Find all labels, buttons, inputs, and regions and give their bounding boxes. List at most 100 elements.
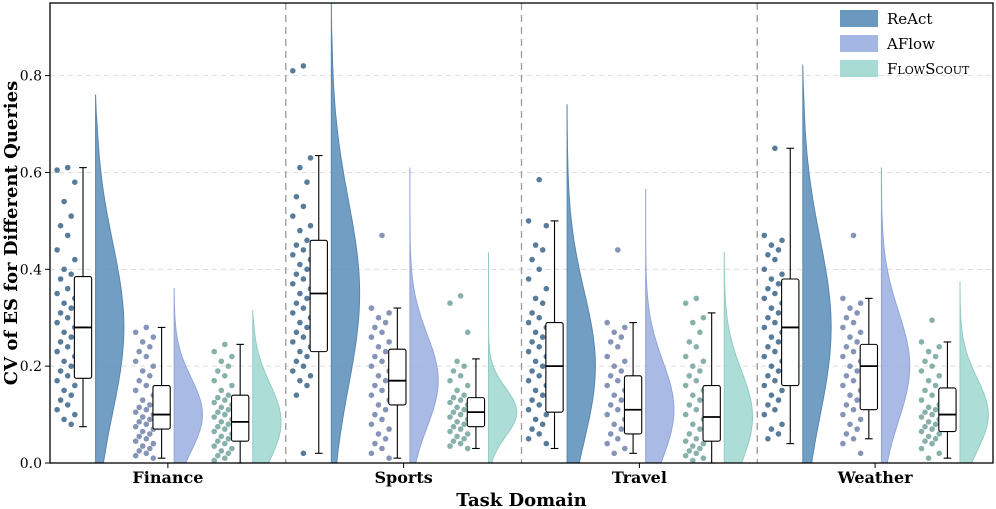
data-point xyxy=(225,450,232,457)
box xyxy=(781,278,800,387)
data-point xyxy=(464,329,471,336)
data-point xyxy=(857,329,864,336)
box xyxy=(309,239,328,353)
data-point xyxy=(64,373,71,379)
data-point xyxy=(454,358,460,365)
data-point xyxy=(765,344,771,350)
data-point xyxy=(765,285,771,292)
data-point xyxy=(922,423,928,430)
legend: ReAct AFlow FLOWSCOUT xyxy=(840,10,970,78)
data-point xyxy=(304,324,310,331)
data-point xyxy=(464,382,471,389)
data-point xyxy=(218,448,225,454)
data-point xyxy=(61,329,67,336)
axis-layer: 0.0 0.2 0.4 0.6 0.8 Finance Sports Travel Weathe… xyxy=(20,69,913,487)
data-point xyxy=(307,373,314,379)
data-point xyxy=(529,256,535,263)
data-point xyxy=(622,358,628,365)
data-point xyxy=(700,358,707,365)
data-point xyxy=(768,426,775,432)
data-point xyxy=(922,358,928,365)
data-point xyxy=(139,397,146,403)
legend-label: FLOWSCOUT xyxy=(887,60,970,78)
box xyxy=(938,387,957,433)
data-point xyxy=(932,421,939,428)
data-point xyxy=(457,373,464,379)
legend-swatch xyxy=(840,35,878,52)
data-point xyxy=(136,377,142,384)
box xyxy=(230,394,250,442)
data-point xyxy=(700,455,707,462)
domain-separators xyxy=(285,3,758,463)
data-point xyxy=(222,411,228,418)
data-point xyxy=(840,324,846,331)
data-point xyxy=(615,247,621,253)
data-point xyxy=(761,324,768,331)
data-point xyxy=(779,237,785,244)
data-point xyxy=(54,167,60,173)
data-point xyxy=(532,295,539,302)
data-point xyxy=(857,300,864,307)
data-point xyxy=(225,436,232,442)
data-point xyxy=(686,431,693,437)
legend-label: ReAct xyxy=(887,10,932,28)
data-point xyxy=(132,423,139,430)
data-point xyxy=(772,377,778,384)
data-point xyxy=(293,392,300,399)
data-point xyxy=(847,421,853,428)
data-point xyxy=(57,276,64,282)
data-point xyxy=(297,348,303,355)
data-point xyxy=(772,145,778,152)
data-point xyxy=(618,426,625,432)
data-point xyxy=(139,368,146,374)
data-point xyxy=(611,329,617,336)
data-point xyxy=(615,406,621,413)
data-point xyxy=(64,314,71,321)
data-point xyxy=(229,353,235,360)
data-point xyxy=(686,448,693,454)
data-point xyxy=(375,431,382,437)
box xyxy=(152,384,171,430)
data-point xyxy=(61,266,67,273)
data-point xyxy=(775,281,782,287)
data-point xyxy=(375,402,382,408)
data-point xyxy=(132,358,139,365)
data-point xyxy=(929,392,935,399)
data-point xyxy=(615,436,621,442)
data-point xyxy=(686,373,693,379)
data-point xyxy=(922,438,928,445)
data-point xyxy=(72,256,78,263)
data-point xyxy=(918,339,925,345)
data-point xyxy=(57,368,64,374)
data-point xyxy=(454,419,460,425)
raincloud-group xyxy=(290,2,361,464)
data-point xyxy=(850,377,857,384)
data-point xyxy=(532,387,539,394)
data-point xyxy=(543,222,550,229)
data-point xyxy=(690,392,696,399)
data-point xyxy=(54,290,60,297)
data-point xyxy=(450,394,457,401)
data-point xyxy=(447,414,453,420)
data-point xyxy=(525,276,532,282)
data-point xyxy=(607,402,614,408)
raincloud-group xyxy=(604,188,675,464)
data-point xyxy=(697,426,703,432)
data-point xyxy=(543,440,550,447)
data-point xyxy=(604,319,610,326)
data-point xyxy=(690,457,696,464)
box xyxy=(859,343,879,411)
data-point xyxy=(297,377,303,384)
data-point xyxy=(136,448,142,454)
data-point xyxy=(918,428,925,435)
data-point xyxy=(700,314,707,321)
data-point xyxy=(372,324,378,331)
data-point xyxy=(379,416,385,423)
data-point xyxy=(61,358,67,365)
data-point xyxy=(615,377,621,384)
violin-half xyxy=(880,167,911,464)
data-point xyxy=(54,348,60,355)
data-point xyxy=(222,455,228,462)
data-point xyxy=(525,218,532,224)
data-point xyxy=(382,406,389,413)
